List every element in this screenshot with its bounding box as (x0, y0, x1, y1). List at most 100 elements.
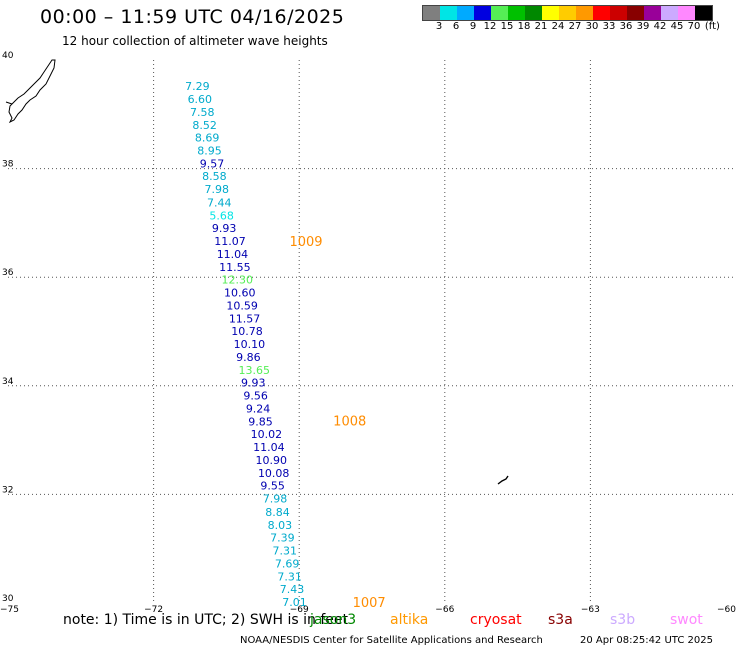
map-title: 00:00 – 11:59 UTC 04/16/2025 (40, 6, 345, 28)
colorbar-label: 33 (602, 21, 616, 32)
swh-value: 7.31 (277, 570, 302, 583)
colorbar-swatch (644, 6, 661, 20)
colorbar-label: 70 (687, 21, 701, 32)
swh-value: 7.01 (282, 596, 307, 609)
footnote: note: 1) Time is in UTC; 2) SWH is in fe… (63, 612, 349, 628)
colorbar-swatch (576, 6, 593, 20)
swh-value: 8.03 (268, 519, 293, 532)
swh-value: 5.68 (209, 209, 234, 222)
generated-timestamp: 20 Apr 08:25:42 UTC 2025 (580, 635, 713, 646)
colorbar-swatch (661, 6, 678, 20)
swh-value: 8.95 (197, 145, 222, 158)
swh-value: 7.98 (205, 183, 230, 196)
satellite-s3b: s3b (610, 612, 636, 628)
colorbar-swatch (474, 6, 491, 20)
swh-value: 9.24 (246, 403, 271, 416)
colorbar-swatch (593, 6, 610, 20)
swh-value: 9.85 (248, 416, 272, 429)
colorbar-label: 18 (517, 21, 531, 32)
colorbar-swatch (508, 6, 525, 20)
satellite-cryosat: cryosat (470, 612, 522, 628)
colorbar-label: 6 (452, 21, 460, 32)
swh-value: 8.84 (265, 506, 290, 519)
colorbar-swatch (457, 6, 474, 20)
swh-value: 9.56 (243, 390, 267, 403)
cape-line (5, 101, 13, 105)
swh-value: 11.55 (219, 261, 251, 274)
colorbar-labels: 3 6 9 12 15 18 21 24 27 30 33 36 39 42 45 70 (ft) (422, 21, 740, 33)
swh-value: 10.59 (226, 299, 258, 312)
colorbar-label: 27 (568, 21, 582, 32)
colorbar-label: 15 (500, 21, 514, 32)
lon-tick-label: −66 (435, 605, 454, 615)
axis-tick-labels: 40 38 36 34 32 30−75 −72 −69 −66 −63 −60 (0, 51, 736, 615)
swh-value: 11.04 (217, 248, 249, 261)
map-subtitle: 12 hour collection of altimeter wave hei… (62, 34, 328, 48)
swh-value: 7.29 (185, 80, 210, 93)
pressure-label: 1007 (353, 596, 386, 611)
satellite-s3a: s3a (548, 612, 573, 628)
swh-value: 7.44 (207, 196, 232, 209)
pressure-label: 1009 (289, 235, 322, 250)
colorbar-swatch (423, 6, 440, 20)
satellite-altika: altika (390, 612, 429, 628)
colorbar-label: 12 (483, 21, 497, 32)
swh-value: 7.98 (263, 493, 288, 506)
bermuda-island (497, 475, 509, 485)
swh-value: 8.58 (202, 170, 227, 183)
lat-tick-label: 38 (2, 160, 14, 170)
swh-value: 8.52 (192, 119, 217, 132)
swh-value: 10.78 (231, 325, 263, 338)
swh-value: 11.04 (253, 441, 284, 454)
swh-value: 7.39 (270, 531, 295, 544)
swh-value: 12.30 (222, 273, 254, 286)
lat-tick-label: 34 (2, 377, 14, 387)
swh-value: 10.08 (258, 467, 290, 480)
swh-value: 10.02 (251, 428, 283, 441)
colorbar-swatch (525, 6, 542, 20)
colorbar-unit: (ft) (704, 21, 720, 32)
swh-value: 7.58 (190, 106, 215, 119)
colorbar-label: 30 (585, 21, 599, 32)
coastline (5, 59, 509, 485)
swh-value: 9.86 (236, 351, 261, 364)
swh-value: 6.60 (188, 93, 213, 106)
colorbar-label: 21 (534, 21, 548, 32)
swh-value: 9.93 (212, 222, 237, 235)
swh-value: 10.10 (234, 338, 266, 351)
colorbar-swatch (559, 6, 576, 20)
swh-value: 9.55 (260, 480, 285, 493)
credit-line: NOAA/NESDIS Center for Satellite Applica… (240, 635, 543, 646)
colorbar-label: 45 (670, 21, 684, 32)
wave-height-colorbar (422, 5, 713, 21)
colorbar-label: 24 (551, 21, 565, 32)
swh-value: 9.57 (200, 158, 225, 171)
swh-value: 7.69 (275, 557, 300, 570)
colorbar-label: 9 (469, 21, 477, 32)
us-coastline (8, 59, 56, 124)
pressure-labels: 1009 1008 1007 (289, 235, 385, 611)
colorbar-swatch (678, 6, 695, 20)
colorbar-swatch (491, 6, 508, 20)
colorbar-swatch (440, 6, 457, 20)
lon-tick-label: −60 (717, 605, 736, 615)
lon-tick-label: −69 (290, 605, 309, 615)
lat-tick-label: 40 (2, 51, 14, 61)
satellite-swot: swot (670, 612, 703, 628)
lat-tick-label: 36 (2, 268, 14, 278)
lon-tick-label: −75 (0, 605, 19, 615)
swh-values: 7.296.607.588.528.698.959.578.587.987.44… (185, 80, 307, 609)
swh-value: 11.57 (229, 312, 261, 325)
swh-value: 10.60 (224, 286, 256, 299)
lat-tick-label: 30 (2, 594, 14, 604)
colorbar-label: 36 (619, 21, 633, 32)
swh-value: 13.65 (239, 364, 270, 377)
swh-value: 9.93 (241, 377, 266, 390)
lat-tick-label: 32 (2, 485, 13, 495)
swh-value: 8.69 (195, 132, 220, 145)
colorbar-label: 42 (653, 21, 667, 32)
colorbar-swatch (610, 6, 627, 20)
pressure-label: 1008 (333, 415, 366, 430)
swh-value: 10.90 (256, 454, 288, 467)
